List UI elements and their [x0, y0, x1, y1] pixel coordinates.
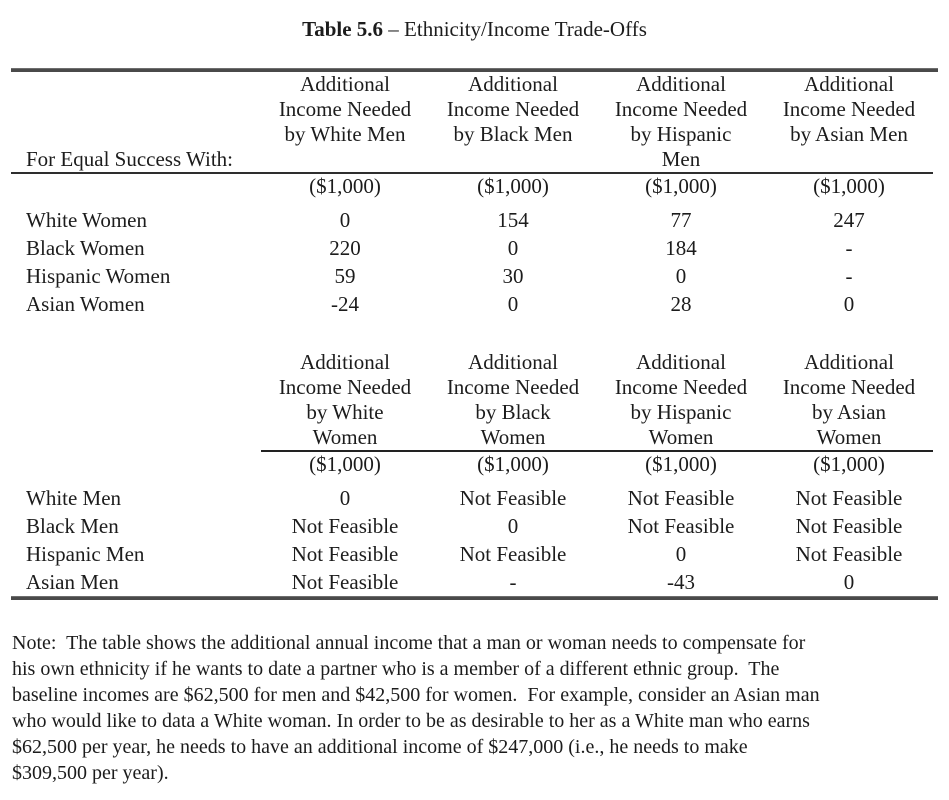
data-cell: 0: [339, 486, 351, 510]
unit-label: ($1,000): [477, 452, 549, 476]
row-label-white-men: White Men: [26, 486, 122, 510]
unit-label: ($1,000): [813, 174, 885, 198]
data-cell: 0: [507, 236, 519, 260]
unit-label: ($1,000): [645, 174, 717, 198]
table-number: Table 5.6: [302, 17, 384, 41]
data-cell: Not Feasible: [795, 542, 903, 566]
table-bottom-rule: [11, 596, 938, 600]
data-cell: Not Feasible: [291, 542, 399, 566]
unit-label: ($1,000): [309, 174, 381, 198]
data-cell: Not Feasible: [459, 542, 567, 566]
data-cell: Not Feasible: [459, 486, 567, 510]
data-cell: 0: [507, 292, 519, 316]
data-cell: 0: [843, 292, 855, 316]
table-note: Note: The table shows the additional ann…: [12, 632, 820, 784]
data-cell: -43: [667, 570, 695, 594]
table-top-rule: [11, 68, 938, 72]
data-cell: Not Feasible: [291, 514, 399, 538]
column-header-black-men: Additional Income Needed by Black Men: [446, 72, 580, 146]
column-header-white-men: Additional Income Needed by White Men: [278, 72, 412, 146]
unit-label: ($1,000): [477, 174, 549, 198]
data-cell: 59: [334, 264, 356, 288]
data-cell: 247: [833, 208, 865, 232]
data-cell: Not Feasible: [627, 514, 735, 538]
data-cell: 184: [665, 236, 697, 260]
page-title: Table 5.6 – Ethnicity/Income Trade-Offs: [11, 16, 938, 42]
column-header-asian-men: Additional Income Needed by Asian Men: [782, 72, 916, 146]
column-header-asian-women: Additional Income Needed by Asian Women: [782, 350, 916, 449]
header-divider-rule-partial: [261, 450, 933, 452]
data-cell: 0: [843, 570, 855, 594]
row-label-white-women: White Women: [26, 208, 147, 232]
table-title-text: – Ethnicity/Income Trade-Offs: [383, 17, 647, 41]
column-header-hispanic-men: Additional Income Needed by Hispanic Men: [614, 72, 748, 171]
data-cell: -24: [331, 292, 359, 316]
column-header-black-women: Additional Income Needed by Black Women: [446, 350, 580, 449]
row-label-black-men: Black Men: [26, 514, 119, 538]
data-cell: Not Feasible: [795, 486, 903, 510]
data-cell: 28: [670, 292, 692, 316]
data-cell: 30: [502, 264, 524, 288]
row-label-hispanic-men: Hispanic Men: [26, 542, 145, 566]
data-cell: 0: [675, 264, 687, 288]
data-cell: Not Feasible: [291, 570, 399, 594]
data-cell: 0: [507, 514, 519, 538]
data-cell: 0: [675, 542, 687, 566]
row-group-header: For Equal Success With:: [26, 147, 233, 171]
empty-cell: [11, 174, 261, 198]
data-cell: -: [509, 570, 517, 594]
row-label-asian-men: Asian Men: [26, 570, 119, 594]
empty-cell: [11, 452, 261, 476]
data-cell: 0: [339, 208, 351, 232]
data-cell: Not Feasible: [795, 514, 903, 538]
empty-cell: [11, 350, 261, 450]
table-income-needed-by-men: For Equal Success With: Additional Incom…: [11, 72, 938, 318]
data-cell: -: [845, 236, 853, 260]
spacer: [11, 198, 933, 206]
table-income-needed-by-women: Additional Income Needed by White Women …: [11, 350, 938, 596]
unit-label: ($1,000): [309, 452, 381, 476]
column-header-white-women: Additional Income Needed by White Women: [278, 350, 412, 449]
data-cell: Not Feasible: [627, 486, 735, 510]
row-label-black-women: Black Women: [26, 236, 145, 260]
row-label-asian-women: Asian Women: [26, 292, 145, 316]
row-label-hispanic-women: Hispanic Women: [26, 264, 171, 288]
unit-label: ($1,000): [813, 452, 885, 476]
column-header-hispanic-women: Additional Income Needed by Hispanic Wom…: [614, 350, 748, 449]
data-cell: 77: [670, 208, 692, 232]
unit-label: ($1,000): [645, 452, 717, 476]
header-divider-rule: [11, 172, 933, 174]
spacer: [11, 476, 933, 484]
data-cell: -: [845, 264, 853, 288]
data-cell: 154: [497, 208, 529, 232]
data-cell: 220: [329, 236, 361, 260]
